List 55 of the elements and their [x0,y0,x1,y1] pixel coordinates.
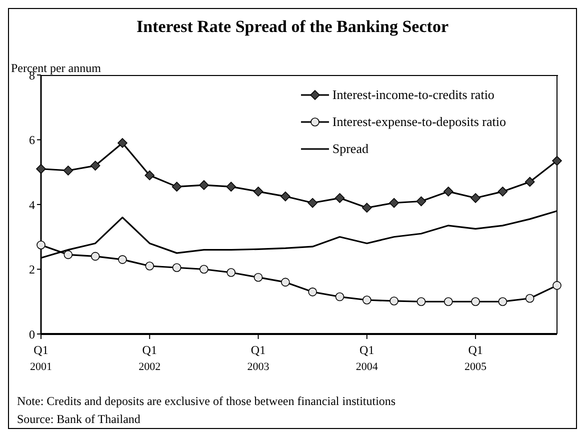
source-note: Source: Bank of Thailand [17,412,140,427]
point [362,202,372,213]
point [443,186,454,196]
x-tick-label: Q1 2004 [356,343,378,373]
point [471,297,480,306]
point [470,193,480,203]
point [444,297,453,306]
point [90,160,100,171]
x-tick-label: Q1 2003 [247,343,270,373]
point [362,296,372,304]
point [308,288,317,296]
text: Note: Credits and deposits are exclusive of those between financial institutions [17,394,396,409]
point [390,296,398,306]
point [118,255,127,264]
x-tick-label: Q1 2001 [30,343,52,373]
point [498,297,508,306]
point [118,138,128,148]
legend-label: Spread [332,140,368,158]
point [90,252,100,261]
point [498,186,508,196]
point [308,198,318,208]
point [36,240,46,250]
point [144,170,155,180]
y-tick-label: 6 [29,133,35,148]
point [172,263,182,272]
y-tick-label: 2 [29,262,35,277]
legend-label: Interest-income-to-credits ratio [332,86,494,104]
point [200,264,208,274]
y-tick-label: 0 [29,327,35,342]
point [253,186,264,196]
point [226,182,236,192]
point [199,180,209,190]
point [145,262,154,270]
point [416,297,426,306]
point [64,250,73,260]
point [36,164,46,174]
point [552,156,562,166]
point [281,278,290,287]
chart-title: Interest Rate Spread of the Banking Sector [136,17,450,37]
point [172,182,182,192]
point [389,198,399,208]
point [226,268,236,277]
point [334,193,345,203]
point [280,192,290,202]
point [552,281,562,290]
point [416,196,426,206]
point [254,272,263,282]
point [335,292,344,302]
point [525,294,534,303]
x-tick-label: Q1 2002 [138,343,161,373]
y-tick-label: 4 [29,198,35,212]
point [524,176,535,187]
point [63,166,74,176]
x-tick-label: Q1 2005 [464,343,488,373]
legend-label: Interest-expense-to-deposits ratio [332,113,506,131]
